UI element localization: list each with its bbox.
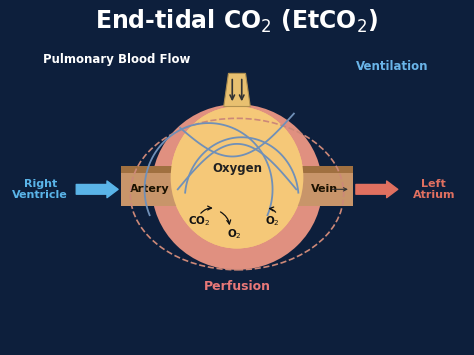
FancyArrowPatch shape <box>76 181 118 198</box>
FancyBboxPatch shape <box>121 166 353 173</box>
FancyArrowPatch shape <box>356 181 398 198</box>
Text: Ventilation: Ventilation <box>356 60 428 73</box>
Text: Oxygen: Oxygen <box>212 162 262 175</box>
Text: CO$_2$: CO$_2$ <box>188 215 210 228</box>
Text: Artery: Artery <box>129 184 169 194</box>
Text: Left
Atrium: Left Atrium <box>412 179 455 200</box>
Text: Vein: Vein <box>311 184 338 194</box>
Text: Perfusion: Perfusion <box>203 280 271 293</box>
FancyBboxPatch shape <box>121 173 353 206</box>
Ellipse shape <box>152 104 322 270</box>
Text: Right
Ventricle: Right Ventricle <box>12 179 68 200</box>
Ellipse shape <box>171 106 303 248</box>
Text: O$_2$: O$_2$ <box>227 228 242 241</box>
Ellipse shape <box>171 106 303 248</box>
Text: End-tidal CO$_2$ (EtCO$_2$): End-tidal CO$_2$ (EtCO$_2$) <box>95 8 379 35</box>
Text: O$_2$: O$_2$ <box>265 215 280 228</box>
Text: Pulmonary Blood Flow: Pulmonary Blood Flow <box>43 53 190 66</box>
Polygon shape <box>224 73 250 106</box>
